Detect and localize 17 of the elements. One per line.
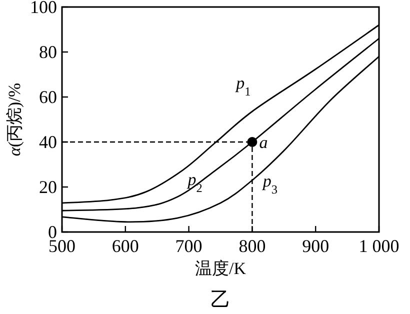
annotation: a — [259, 133, 268, 152]
series-label: p$_{2}$ — [186, 170, 202, 195]
series-label: p$_{3}$ — [262, 171, 278, 196]
x-axis-title: 温度/K — [195, 259, 247, 278]
y-tick-label: 60 — [39, 87, 57, 107]
x-tick-label: 600 — [112, 236, 139, 256]
y-tick-label: 20 — [39, 177, 57, 197]
y-tick-label: 80 — [39, 42, 57, 62]
text: 乙 — [210, 289, 230, 311]
series-label: p$_{1}$ — [235, 74, 251, 98]
x-tick-label: 700 — [175, 236, 202, 256]
y-axis-title: α(丙烷)/% — [5, 82, 24, 156]
y-tick-label: 40 — [39, 132, 57, 152]
x-tick-label: 800 — [238, 236, 266, 256]
y-tick-label: 100 — [30, 0, 57, 17]
x-tick-label: 900 — [302, 236, 330, 256]
x-tick-label: 1 000 — [358, 236, 400, 256]
